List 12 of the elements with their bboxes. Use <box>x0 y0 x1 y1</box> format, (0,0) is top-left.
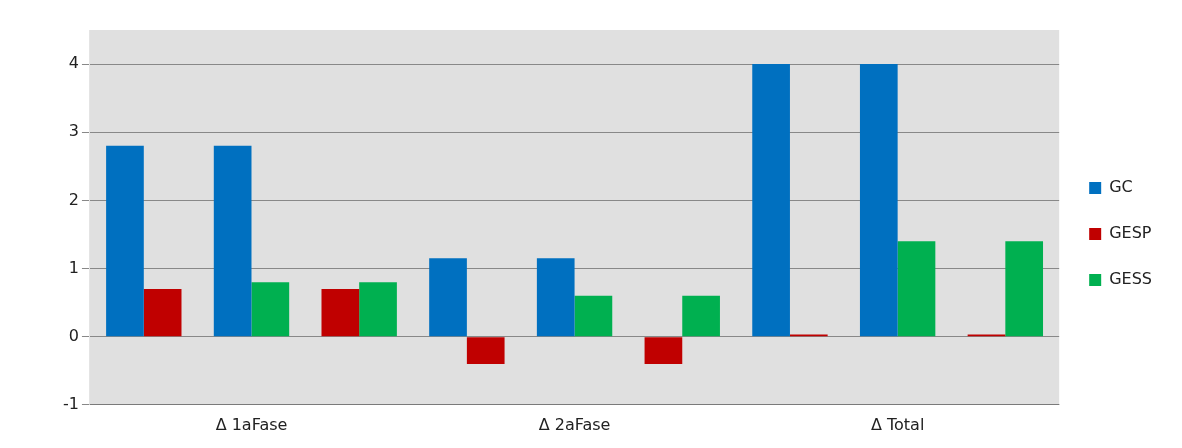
y-tick-label: 4 <box>68 53 79 73</box>
y-tick-label: -1 <box>63 393 79 413</box>
x-tick-label: Δ 1aFase <box>215 414 288 434</box>
legend-label: GESP <box>1109 223 1152 243</box>
y-tick-label: 0 <box>68 325 79 345</box>
legend-label: GC <box>1109 177 1133 197</box>
y-tick-label: 2 <box>68 189 79 209</box>
y-tick-label: 1 <box>68 257 79 277</box>
y-tick-label: 3 <box>68 121 79 141</box>
legend-label: GESS <box>1109 269 1153 289</box>
x-tick-label: Δ 2aFase <box>538 414 611 434</box>
x-tick-label: Δ Total <box>870 414 925 434</box>
